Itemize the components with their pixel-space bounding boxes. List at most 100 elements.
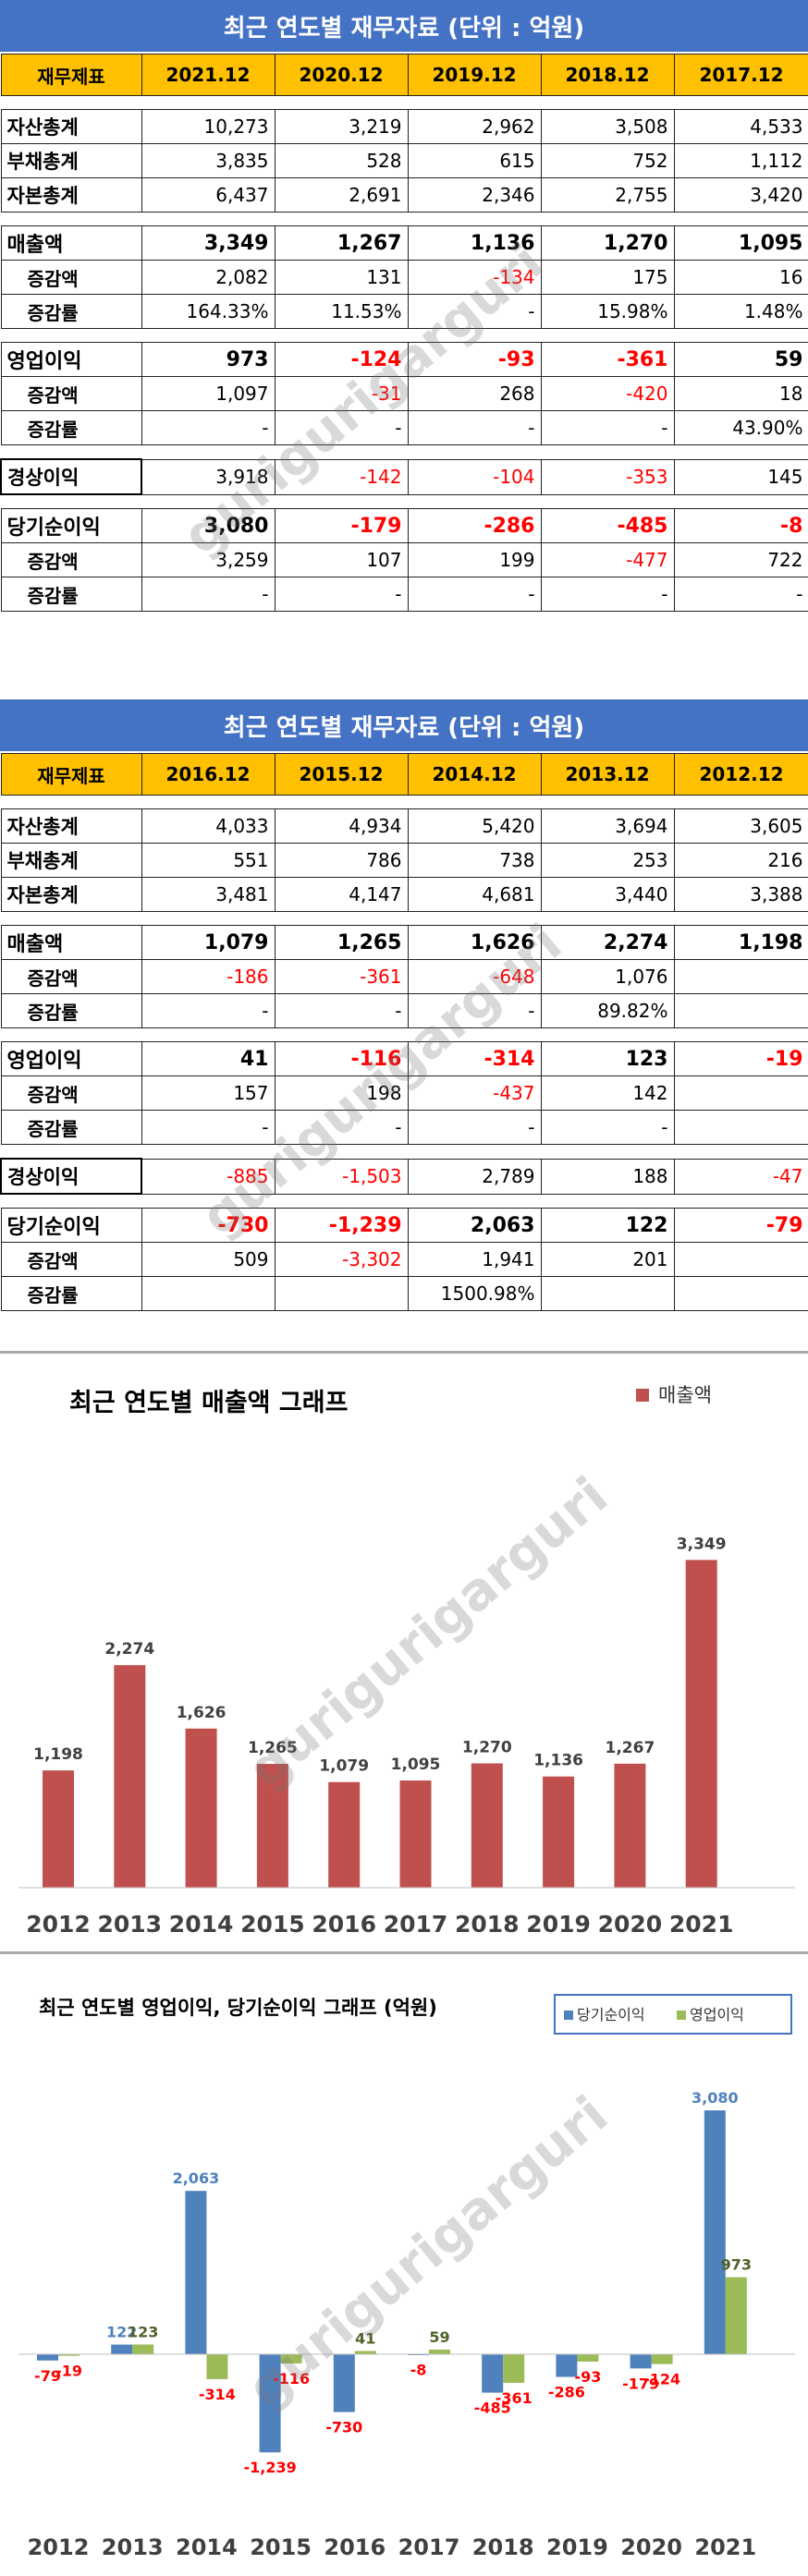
row-label: 당기순이익 [0, 1208, 142, 1243]
cell-value: 164.33% [141, 294, 275, 329]
table-row: 당기순이익 -730 -1,239 2,063 122 -79 [0, 1208, 808, 1243]
cell-value: 4,681 [407, 877, 542, 912]
financial-table: 재무제표 2021.12 2020.12 2019.12 2018.12 2017.12 자… [0, 54, 808, 612]
cell-value: - [407, 577, 542, 612]
cell-value: 175 [540, 260, 675, 295]
cell-value: -286 [407, 508, 542, 543]
cell-value: -19 [673, 1041, 808, 1076]
cell-value: 16 [673, 260, 808, 295]
bar [399, 1780, 432, 1888]
cell-value: 188 [540, 1158, 675, 1195]
cell-value [673, 1242, 808, 1277]
bar [256, 1764, 288, 1888]
bar [704, 2110, 726, 2354]
x-tick-label: 2021 [694, 2534, 756, 2560]
header-year: 2013.12 [540, 753, 675, 796]
table-row: 증감률 - - - -43.90% [0, 410, 808, 445]
data-label: 59 [429, 2328, 449, 2346]
bar [429, 2349, 450, 2354]
cell-value: 1,079 [141, 925, 275, 960]
data-label: 3,349 [677, 1535, 727, 1553]
financial-table: 재무제표 2016.12 2015.12 2014.12 2013.12 2012.12 자… [0, 753, 808, 1311]
cell-value: -1,503 [274, 1158, 409, 1195]
row-label: 경상이익 [0, 458, 142, 495]
table-row: 증감액 509 -3,302 1,941 201 [0, 1242, 808, 1277]
table-row: 증감률 1500.98% [0, 1276, 808, 1311]
data-label: -179 [622, 2375, 659, 2392]
data-label: -93 [574, 2368, 601, 2386]
cell-value: 1,265 [274, 925, 409, 960]
cell-value: 2,274 [540, 925, 675, 960]
cell-value: 1.48% [673, 294, 808, 329]
data-label: -116 [273, 2370, 310, 2388]
cell-value: 551 [141, 843, 275, 878]
header-year: 2018.12 [540, 54, 675, 96]
cell-value: 786 [274, 843, 409, 878]
cell-value: 2,755 [540, 177, 675, 213]
revenue-chart-svg: 최근 연도별 매출액 그래프 매출액 1,198 2012 2,274 2013 1,626… [18, 1384, 795, 1938]
x-tick-label: 2014 [169, 1911, 234, 1938]
cell-value: 122 [540, 1208, 675, 1243]
cell-value: -3,302 [274, 1242, 409, 1277]
cell-value: -8 [673, 508, 808, 543]
data-label: 1,267 [606, 1739, 655, 1757]
header-year: 2016.12 [141, 753, 275, 796]
table-row: 영업이익 973 -124 -93 -361 59 [0, 342, 808, 377]
cell-value: 59 [673, 342, 808, 377]
legend-box [554, 1994, 792, 2035]
cell-value: - [274, 1110, 409, 1145]
cell-value: 3,835 [141, 143, 275, 178]
data-label: -730 [325, 2419, 362, 2436]
cell-value: - [540, 1110, 675, 1145]
bar [185, 1728, 217, 1888]
cell-value: - [540, 410, 675, 445]
header-label: 재무제표 [0, 54, 142, 96]
data-label: -485 [474, 2400, 511, 2417]
cell-value: 2,082 [141, 260, 275, 295]
cell-value: -314 [407, 1041, 542, 1076]
legend-swatch [677, 2011, 686, 2020]
header-year: 2017.12 [673, 54, 808, 96]
cell-value: 253 [540, 843, 675, 878]
cell-value: -730 [141, 1208, 275, 1243]
row-label: 증감액 [0, 1242, 142, 1277]
cell-value: -116 [274, 1041, 409, 1076]
cell-value: -79 [673, 1208, 808, 1243]
data-label: 122 [106, 2324, 137, 2341]
row-label: 영업이익 [0, 1041, 142, 1076]
row-label: 증감률 [0, 993, 142, 1028]
revenue-chart: 최근 연도별 매출액 그래프 매출액 1,198 2012 2,274 2013 1,626… [0, 1351, 808, 1954]
bar [259, 2354, 281, 2453]
cell-value: 722 [673, 542, 808, 577]
cell-value: 2,962 [407, 109, 542, 144]
bar [206, 2354, 228, 2379]
data-label: 2,063 [173, 2169, 220, 2187]
bar [280, 2354, 302, 2363]
cell-value: 10,273 [141, 109, 275, 144]
bar [651, 2354, 673, 2364]
bar [503, 2354, 525, 2383]
x-tick-label: 2019 [526, 1911, 591, 1938]
table-row: 증감액 2,082 131 -134 175 16 [0, 260, 808, 295]
cell-value: - [673, 577, 808, 612]
row-label: 증감액 [0, 959, 142, 994]
cell-value: 2,691 [274, 177, 409, 213]
row-label: 영업이익 [0, 342, 142, 377]
table-row: 부채총계 3,835 528 615 752 1,112 [0, 143, 808, 178]
table-row: 경상이익 -885 -1,503 2,789 188 -47 [0, 1158, 808, 1195]
bar [482, 2354, 504, 2393]
bar [725, 2277, 747, 2354]
row-label: 증감률 [0, 294, 142, 329]
legend-swatch [564, 2011, 573, 2020]
table-row: 증감액 -186 -361 -648 1,076 [0, 959, 808, 994]
data-label: 41 [355, 2329, 375, 2347]
table-row: 증감률 164.33% 11.53% -15.98% 1.48% [0, 294, 808, 329]
x-tick-label: 2013 [98, 1911, 163, 1938]
table-row: 자본총계 3,481 4,147 4,681 3,440 3,388 [0, 877, 808, 912]
cell-value: -93 [407, 342, 542, 377]
table-row: 영업이익 41 -116 -314 123 -19 [0, 1041, 808, 1076]
cell-value: - [274, 577, 409, 612]
header-year: 2019.12 [407, 54, 542, 96]
row-label: 매출액 [0, 925, 142, 960]
cell-value: -420 [540, 376, 675, 411]
